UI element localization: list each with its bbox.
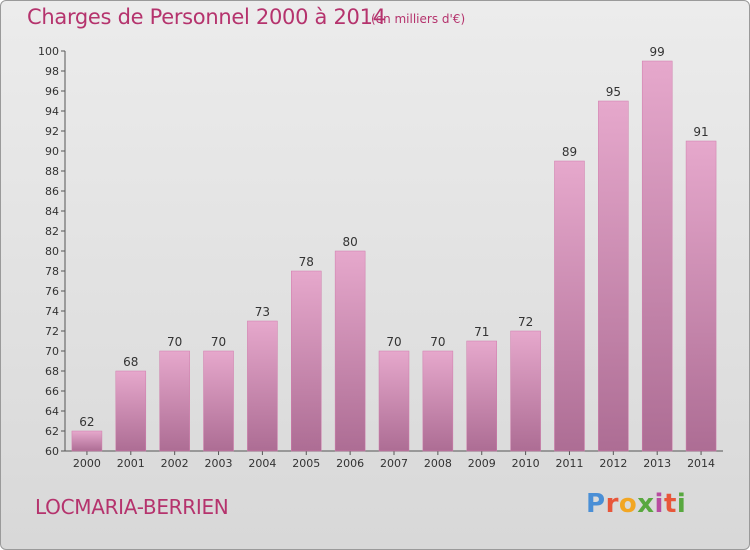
x-tick-label-2011: 2011	[555, 457, 583, 470]
y-tick-label: 98	[45, 65, 59, 78]
y-tick-label: 100	[38, 45, 59, 58]
x-tick-label-2007: 2007	[380, 457, 408, 470]
y-tick-label: 96	[45, 85, 59, 98]
data-label-2012: 95	[606, 85, 621, 99]
y-tick-label: 60	[45, 445, 59, 458]
bars	[71, 60, 717, 452]
y-tick-label: 94	[45, 105, 59, 118]
y-tick-label: 80	[45, 245, 59, 258]
x-tick-label-2013: 2013	[643, 457, 671, 470]
bar-2002	[159, 350, 190, 452]
bar-2010	[510, 330, 541, 452]
data-label-2014: 91	[693, 125, 708, 139]
x-tick-label-2005: 2005	[292, 457, 320, 470]
bar-2005	[291, 270, 322, 452]
axes: 60 62 64 66 68 70 72 74 76 78 80 82 84 86 88 90 92 94 96 98…	[38, 45, 723, 470]
y-tick-label: 64	[45, 405, 59, 418]
logo-letter: i	[654, 489, 664, 519]
y-tick-label: 78	[45, 265, 59, 278]
x-tick-label-2012: 2012	[599, 457, 627, 470]
data-label-2003: 70	[211, 335, 226, 349]
data-label-2000: 62	[79, 415, 94, 429]
bar-2013	[641, 60, 673, 452]
bar-2004	[247, 320, 278, 452]
x-tick-label-2006: 2006	[336, 457, 364, 470]
x-tick-label-2004: 2004	[248, 457, 276, 470]
y-tick-label: 90	[45, 145, 59, 158]
x-tick-label-2001: 2001	[117, 457, 145, 470]
y-tick-label: 62	[45, 425, 59, 438]
bar-2012	[598, 100, 629, 452]
data-label-2008: 70	[430, 335, 445, 349]
y-tick-label: 68	[45, 365, 59, 378]
x-tick-label-2010: 2010	[512, 457, 540, 470]
y-tick-label: 70	[45, 345, 59, 358]
data-label-2007: 70	[386, 335, 401, 349]
y-tick-label: 92	[45, 125, 59, 138]
x-tick-label-2009: 2009	[468, 457, 496, 470]
y-tick-label: 74	[45, 305, 59, 318]
data-label-2009: 71	[474, 325, 489, 339]
bar-2008	[422, 350, 454, 452]
y-tick-label: 86	[45, 185, 59, 198]
logo-letter: x	[637, 489, 655, 519]
logo-letter: t	[663, 489, 677, 519]
data-label-2002: 70	[167, 335, 182, 349]
bar-2003	[203, 350, 234, 452]
data-label-2013: 99	[650, 45, 665, 59]
logo-letter: o	[618, 489, 638, 519]
x-tick-label-2014: 2014	[687, 457, 715, 470]
data-labels: 62 68 70 70 73 78 80 70 70 71 72 89 95 99 91	[79, 45, 708, 429]
data-label-2010: 72	[518, 315, 533, 329]
bar-2014	[685, 140, 717, 452]
data-label-2004: 73	[255, 305, 270, 319]
y-tick-label: 76	[45, 285, 59, 298]
y-tick-label: 88	[45, 165, 59, 178]
logo-letter: i	[676, 489, 687, 519]
bar-2000	[71, 430, 103, 452]
data-label-2005: 78	[299, 255, 314, 269]
x-tick-label-2002: 2002	[161, 457, 189, 470]
logo-letter: r	[605, 489, 619, 519]
data-label-2006: 80	[342, 235, 357, 249]
data-label-2011: 89	[562, 145, 577, 159]
x-tick-label-2003: 2003	[205, 457, 233, 470]
x-tick-label-2008: 2008	[424, 457, 452, 470]
y-tick-label: 66	[45, 385, 59, 398]
bar-2011	[554, 160, 585, 452]
y-tick-label: 72	[45, 325, 59, 338]
chart-title: Charges de Personnel 2000 à 2014	[27, 5, 386, 29]
bar-2009	[466, 340, 497, 452]
bar-2007	[378, 350, 410, 452]
commune-name: LOCMARIA-BERRIEN	[35, 495, 229, 519]
bar-2006	[334, 250, 366, 452]
chart-subtitle: (en milliers d'€)	[371, 12, 466, 26]
x-tick-label-2000: 2000	[73, 457, 101, 470]
y-tick-label: 84	[45, 205, 59, 218]
data-label-2001: 68	[123, 355, 138, 369]
y-tick-label: 82	[45, 225, 59, 238]
logo-letter: P	[586, 489, 606, 519]
bar-2001	[115, 370, 147, 452]
proxiti-logo[interactable]: Proxiti	[586, 489, 686, 519]
